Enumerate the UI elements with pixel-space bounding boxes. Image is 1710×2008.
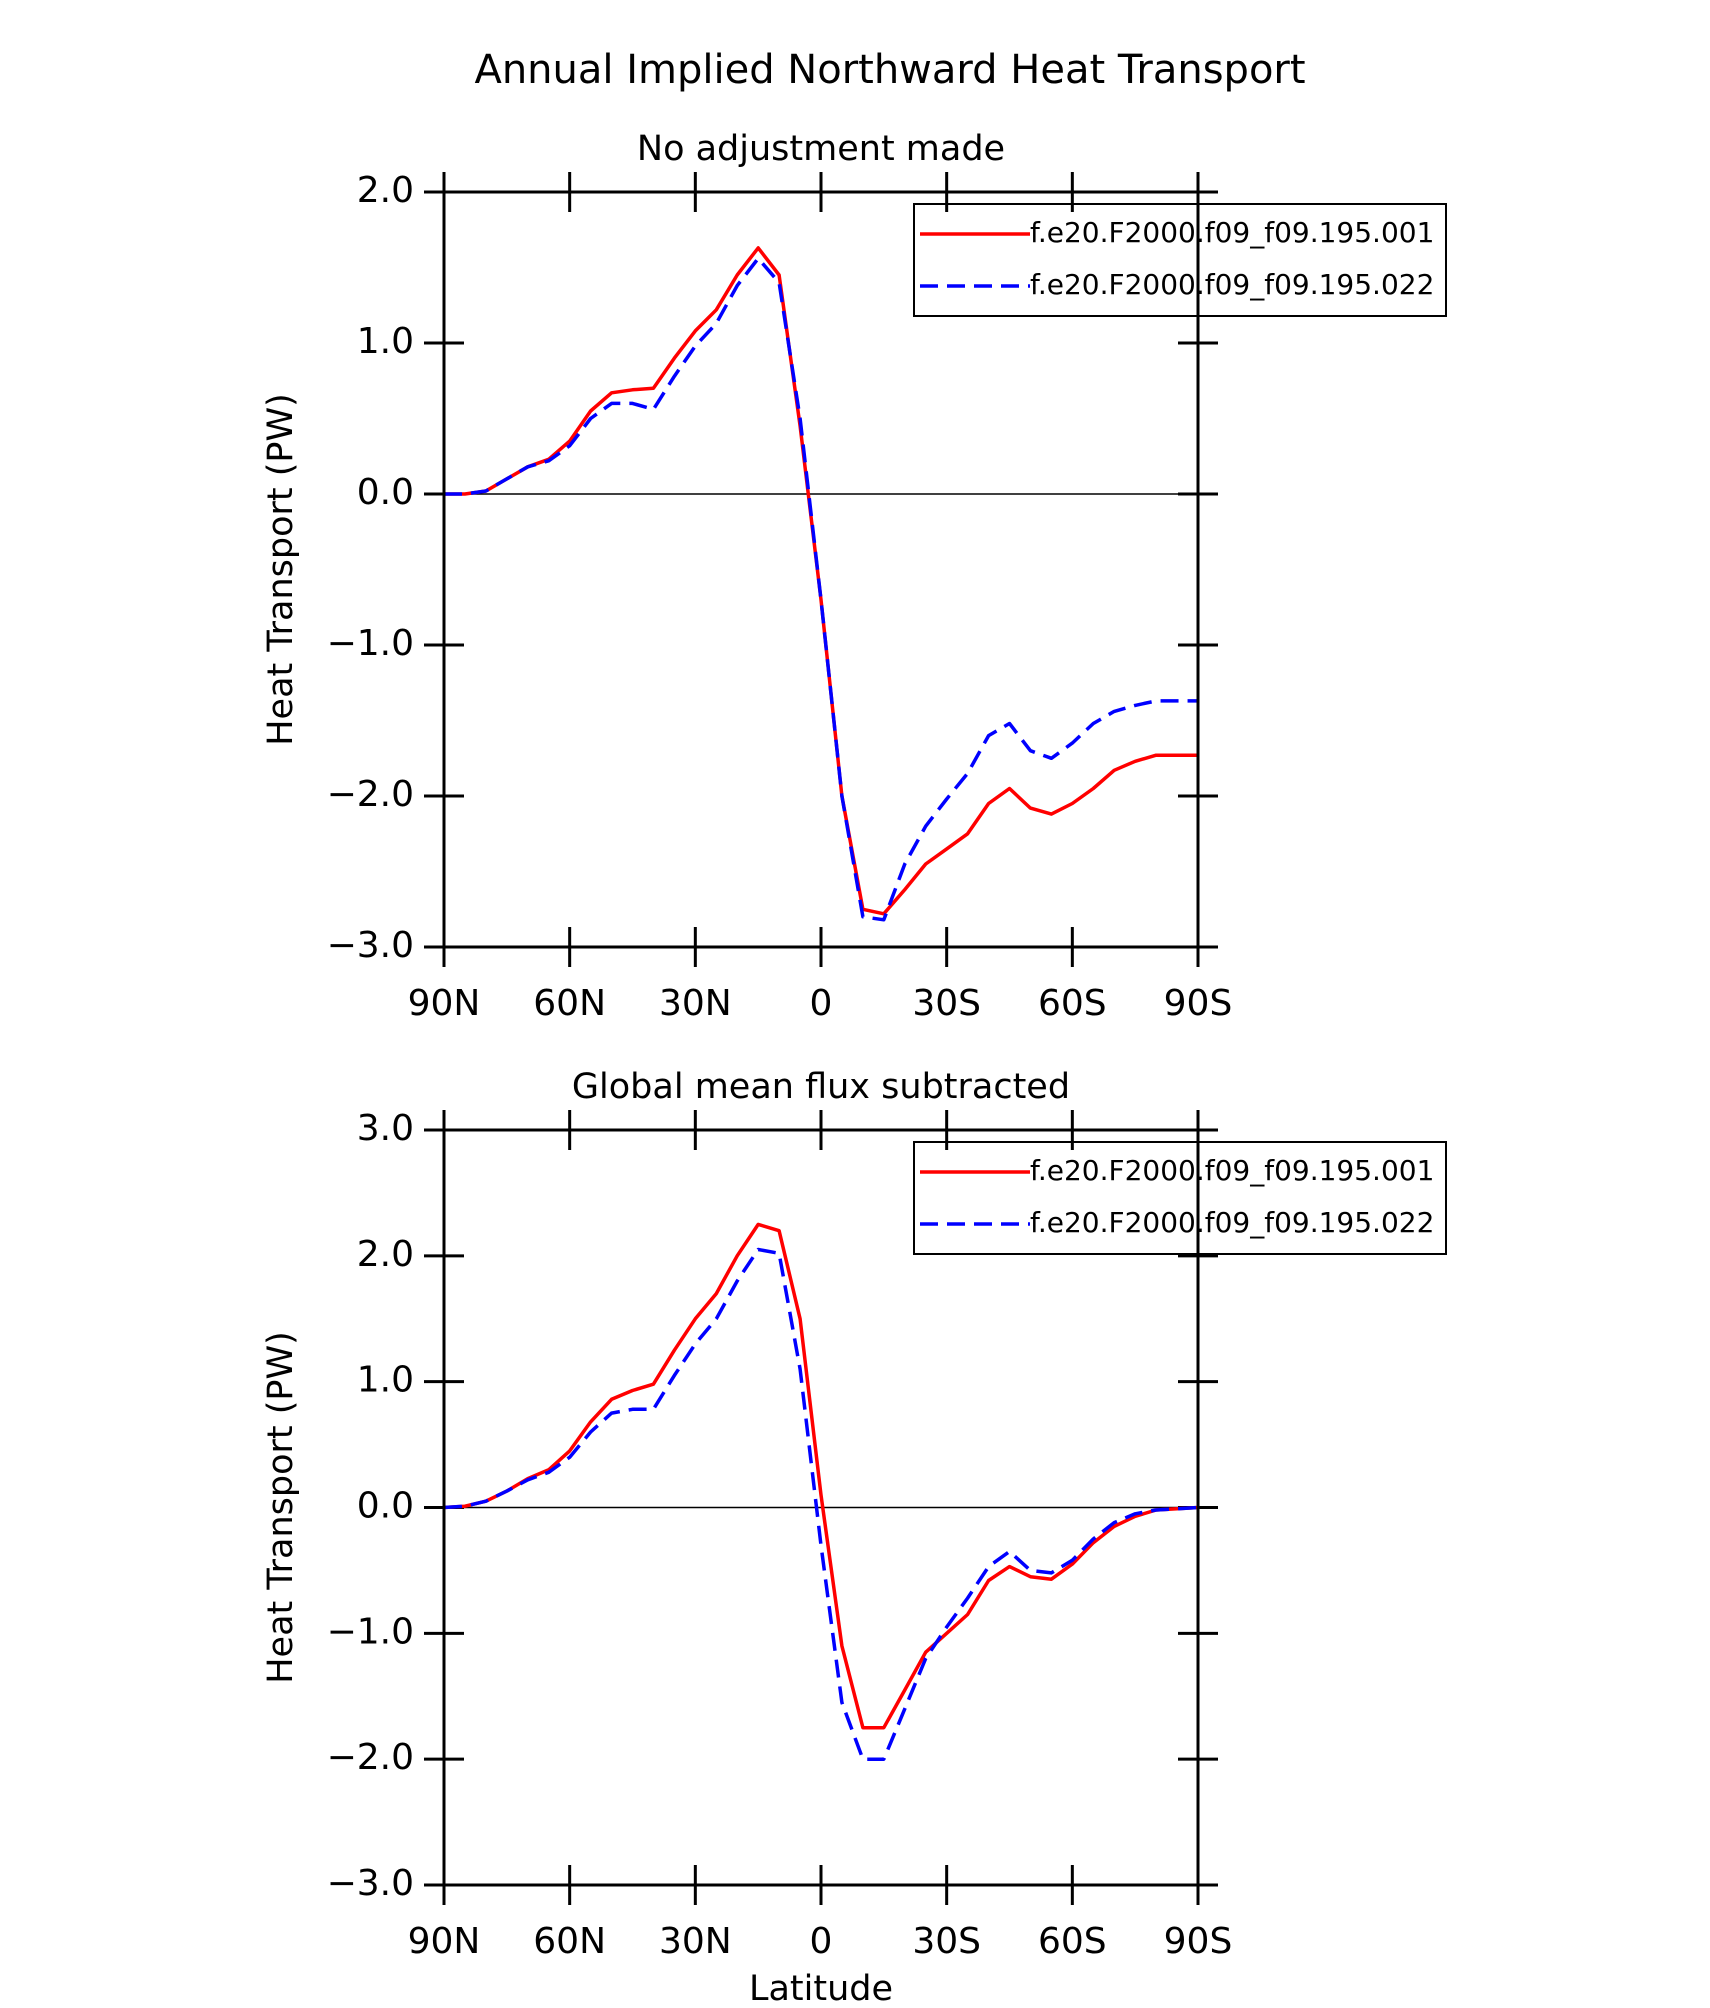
x-tick-label: 60S: [1038, 983, 1107, 1024]
legend-label: f.e20.F2000.f09_f09.195.001: [1030, 216, 1434, 249]
series-line: [443, 1247, 1199, 1761]
legend-box: [913, 1141, 1447, 1255]
y-axis-label: Heat Transport (PW): [261, 1331, 301, 1684]
y-tick-label: −1.0: [327, 623, 414, 664]
series-line: [444, 246, 1198, 916]
y-tick-label: 3.0: [357, 1108, 414, 1149]
x-tick-label: 60S: [1038, 1921, 1107, 1962]
subtitle: No adjustment made: [637, 129, 1005, 169]
x-tick-label: 90S: [1164, 1921, 1233, 1962]
x-tick-label: 30N: [659, 1921, 732, 1962]
legend-label: f.e20.F2000.f09_f09.195.022: [1030, 1206, 1434, 1239]
y-tick-label: −2.0: [327, 1737, 414, 1778]
legend-box: [913, 203, 1447, 317]
x-tick-label: 60N: [533, 1921, 606, 1962]
y-tick-label: 1.0: [357, 321, 414, 362]
y-tick-label: 0.0: [357, 472, 414, 513]
x-tick-label: 30S: [912, 983, 981, 1024]
y-tick-label: −3.0: [327, 1863, 414, 1904]
x-tick-label: 90N: [408, 1921, 481, 1962]
legend-label: f.e20.F2000.f09_f09.195.022: [1030, 268, 1434, 301]
y-tick-label: −1.0: [327, 1611, 414, 1652]
figure-title: Annual Implied Northward Heat Transport: [474, 47, 1305, 93]
x-tick-label: 0: [810, 983, 833, 1024]
y-tick-label: 1.0: [357, 1360, 414, 1401]
x-tick-label: 0: [810, 1921, 833, 1962]
y-tick-label: 0.0: [357, 1486, 414, 1527]
y-tick-label: −2.0: [327, 774, 414, 815]
legend-label: f.e20.F2000.f09_f09.195.001: [1030, 1154, 1434, 1187]
x-tick-label: 60N: [533, 983, 606, 1024]
series-line: [444, 256, 1198, 922]
plot-frame: [442, 1128, 1200, 1887]
x-tick-label: 90S: [1164, 983, 1233, 1024]
x-tick-label: 90N: [408, 983, 481, 1024]
series-line: [443, 1222, 1199, 1730]
y-tick-label: 2.0: [357, 1234, 414, 1275]
y-tick-label: 2.0: [357, 170, 414, 211]
plot-frame: [442, 190, 1200, 949]
y-axis-label: Heat Transport (PW): [261, 393, 301, 746]
x-tick-label: 30N: [659, 983, 732, 1024]
y-tick-label: −3.0: [327, 925, 414, 966]
x-tick-label: 30S: [912, 1921, 981, 1962]
subtitle: Global mean flux subtracted: [572, 1067, 1070, 1107]
x-axis-label: Latitude: [749, 1969, 893, 2008]
